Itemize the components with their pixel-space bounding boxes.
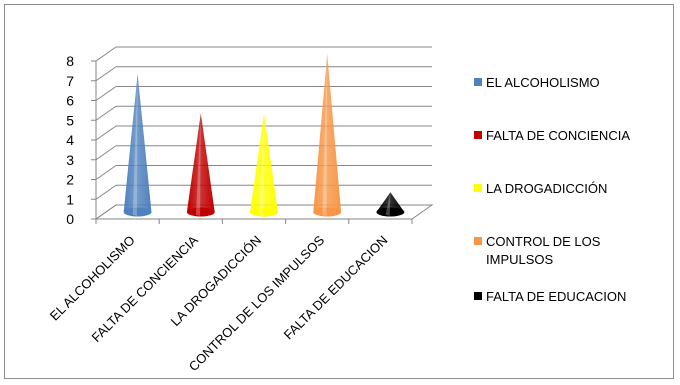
legend-swatch: [474, 131, 482, 139]
y-axis-ticks: 0 1 2 3 4 5 6 7 8: [66, 53, 96, 227]
gridline-depth: [95, 46, 117, 62]
cone-highlight: [195, 113, 201, 217]
cone-4: [313, 54, 342, 217]
gridline-depth: [95, 204, 117, 220]
legend-label: EL ALCOHOLISMO: [486, 75, 600, 90]
y-tick-label: 1: [66, 191, 74, 207]
y-tick-label: 4: [66, 132, 74, 148]
cone-highlight: [259, 113, 264, 217]
cone-highlight: [322, 54, 328, 217]
cones: [123, 54, 405, 217]
cone-body: [313, 54, 342, 217]
legend-label: LA DROGADICCIÓN: [486, 181, 607, 196]
x-tick-label: FALTA DE EDUCACION: [281, 233, 391, 343]
gridlines: [95, 46, 432, 220]
legend-swatch: [474, 78, 482, 86]
cone-body: [376, 192, 405, 217]
cone-5: [376, 192, 405, 217]
y-tick-label: 3: [66, 152, 74, 168]
legend-swatch: [474, 237, 482, 245]
legend-swatch: [474, 292, 482, 300]
cone-1: [123, 73, 152, 217]
legend-label: CONTROL DE LOS: [486, 234, 601, 249]
cone-body: [250, 113, 278, 217]
gridline-depth: [95, 105, 117, 121]
y-tick-label: 5: [66, 112, 74, 128]
cone-2: [186, 113, 215, 217]
y-tick-label: 6: [66, 93, 74, 109]
y-tick-label: 2: [66, 172, 74, 188]
gridline-depth: [95, 184, 117, 200]
gridline-depth: [95, 125, 117, 141]
legend-item: EL ALCOHOLISMO: [474, 75, 600, 90]
legend-item: FALTA DE CONCIENCIA: [474, 128, 630, 143]
y-tick-label: 8: [66, 53, 74, 69]
legend-swatch: [474, 184, 482, 192]
gridline-depth: [95, 66, 117, 82]
legend-label: FALTA DE CONCIENCIA: [486, 128, 630, 143]
gridline-depth: [95, 86, 117, 101]
y-tick-label: 0: [66, 211, 74, 227]
cone-body: [186, 113, 215, 217]
gridline-depth: [95, 165, 117, 180]
cone-highlight: [132, 73, 138, 217]
legend-label: IMPULSOS: [486, 252, 554, 267]
legend-item: FALTA DE EDUCACION: [474, 289, 626, 304]
cone-highlight: [385, 192, 391, 217]
legend-item: CONTROL DE LOS IMPULSOS: [474, 234, 601, 267]
cone-3: [250, 113, 278, 217]
x-tick-label: CONTROL DE LOS IMPULSOS: [186, 232, 328, 374]
y-tick-label: 7: [66, 73, 74, 89]
legend-label: FALTA DE EDUCACION: [486, 289, 626, 304]
legend: EL ALCOHOLISMO FALTA DE CONCIENCIA LA DROG…: [474, 75, 630, 304]
cone-body: [123, 73, 152, 217]
gridline-depth: [95, 145, 117, 161]
legend-item: LA DROGADICCIÓN: [474, 181, 607, 196]
x-tick-label: FALTA DE CONCIENCIA: [88, 232, 201, 345]
